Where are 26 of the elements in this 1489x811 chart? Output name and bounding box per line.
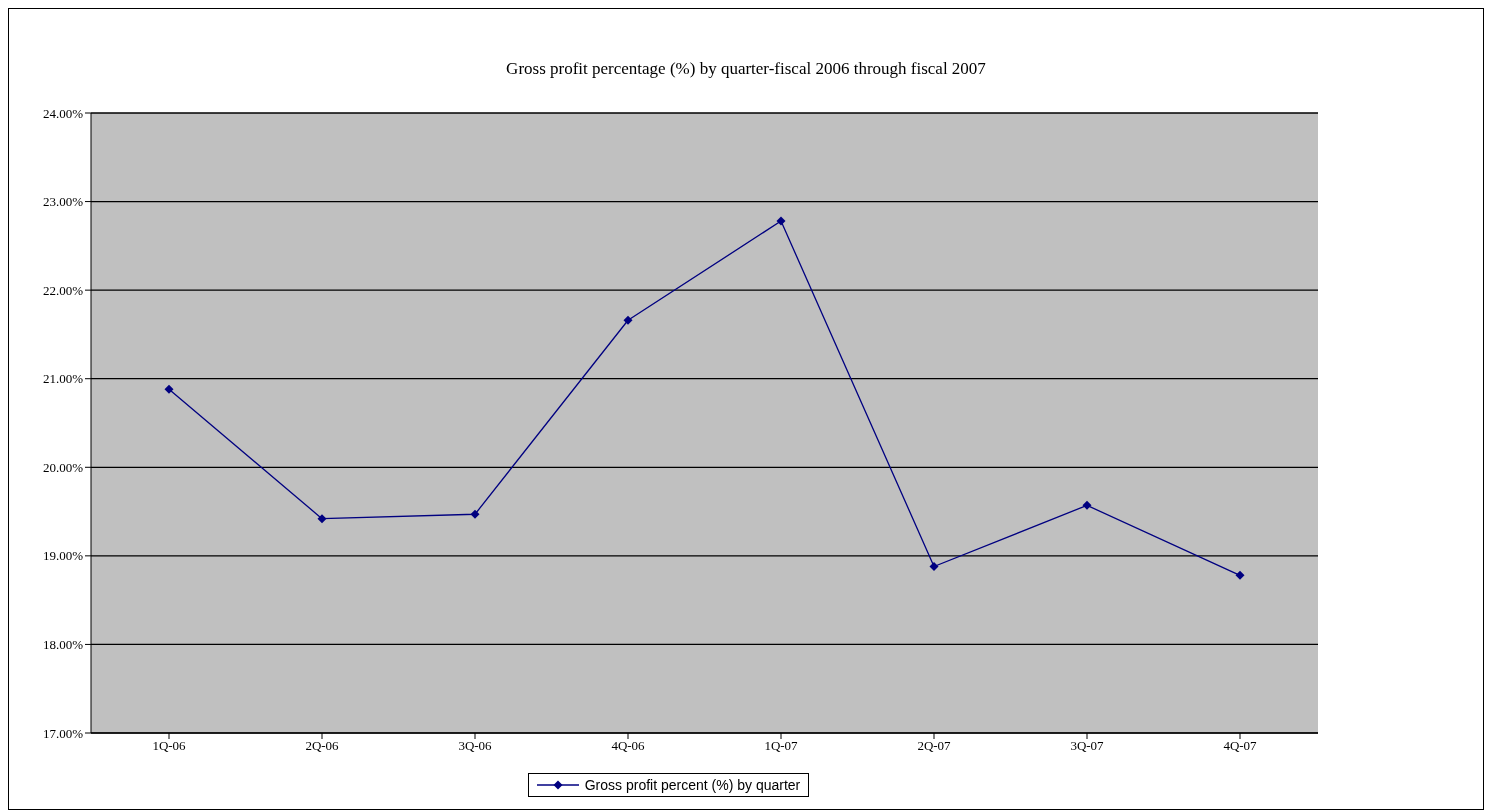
- y-tick-label: 22.00%: [42, 282, 84, 298]
- x-tick-label: 3Q-06: [458, 738, 493, 754]
- x-tick-label: 3Q-07: [1070, 738, 1105, 754]
- y-tick-label: 20.00%: [42, 459, 84, 475]
- point: [623, 315, 633, 325]
- x-tick-label: 2Q-07: [917, 738, 952, 754]
- legend-label: Gross profit percent (%) by quarter: [584, 777, 801, 793]
- x-tick-label: 1Q-06: [152, 738, 187, 754]
- point: [1235, 570, 1245, 580]
- point: [1082, 500, 1092, 510]
- point: [929, 561, 939, 571]
- y-tick-label: 24.00%: [42, 105, 84, 121]
- point: [776, 216, 786, 226]
- y-tick-label: 19.00%: [42, 548, 84, 564]
- point: [470, 509, 480, 519]
- y-tick-label: 17.00%: [42, 725, 84, 741]
- chart-title: Gross profit percentage (%) by quarter-fiscal 2006 through fiscal 2007: [505, 59, 987, 79]
- point: [317, 514, 327, 524]
- y-tick-label: 21.00%: [42, 371, 84, 387]
- y-tick-label: 23.00%: [42, 194, 84, 210]
- x-tick-label: 2Q-06: [305, 738, 340, 754]
- x-tick-label: 4Q-06: [611, 738, 646, 754]
- x-tick-label: 4Q-07: [1223, 738, 1258, 754]
- point: [164, 384, 174, 394]
- x-tick-label: 1Q-07: [764, 738, 799, 754]
- y-tick-label: 18.00%: [42, 637, 84, 653]
